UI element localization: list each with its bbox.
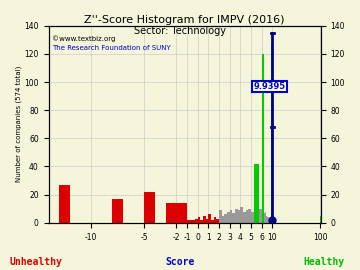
Text: ©www.textbiz.org: ©www.textbiz.org — [52, 36, 115, 42]
Bar — [203, 216, 206, 223]
Bar — [269, 218, 270, 223]
Bar — [240, 207, 243, 223]
Bar — [262, 54, 264, 223]
Bar — [256, 210, 259, 223]
Bar — [222, 216, 224, 223]
Bar — [219, 210, 222, 223]
Bar — [187, 220, 198, 223]
Bar — [259, 209, 262, 223]
Bar — [271, 217, 272, 223]
Bar — [59, 185, 70, 223]
Bar — [243, 211, 246, 223]
Bar — [190, 220, 192, 223]
Bar — [268, 217, 269, 223]
Bar — [112, 199, 123, 223]
Bar — [251, 211, 254, 223]
Bar — [206, 218, 208, 223]
Bar — [266, 216, 267, 223]
Bar — [265, 211, 266, 223]
Bar — [195, 218, 198, 223]
Bar — [262, 207, 263, 223]
Bar — [201, 220, 203, 223]
Bar — [238, 210, 240, 223]
Bar — [144, 192, 155, 223]
Bar — [235, 209, 238, 223]
Bar — [271, 44, 273, 223]
Bar — [263, 211, 264, 223]
Bar — [254, 164, 259, 223]
Bar — [192, 221, 195, 223]
Bar — [320, 216, 321, 223]
Text: 9.9395: 9.9395 — [253, 82, 285, 91]
Bar — [224, 214, 227, 223]
Bar — [254, 209, 256, 223]
Y-axis label: Number of companies (574 total): Number of companies (574 total) — [15, 66, 22, 183]
Bar — [214, 217, 216, 223]
Bar — [176, 203, 187, 223]
Text: Healthy: Healthy — [303, 257, 345, 267]
Bar — [230, 210, 232, 223]
Text: Score: Score — [165, 257, 195, 267]
Text: The Research Foundation of SUNY: The Research Foundation of SUNY — [52, 45, 170, 52]
Bar — [208, 214, 211, 223]
Bar — [211, 220, 214, 223]
Bar — [264, 213, 265, 223]
Bar — [248, 209, 251, 223]
Bar — [198, 217, 201, 223]
Bar — [267, 216, 268, 223]
Bar — [166, 203, 176, 223]
Text: Unhealthy: Unhealthy — [10, 257, 62, 267]
Title: Z''-Score Histogram for IMPV (2016): Z''-Score Histogram for IMPV (2016) — [84, 15, 285, 25]
Bar — [216, 218, 219, 223]
Bar — [232, 213, 235, 223]
Bar — [246, 210, 248, 223]
Bar — [270, 218, 271, 223]
Text: Sector: Technology: Sector: Technology — [134, 26, 226, 36]
Bar — [227, 211, 230, 223]
